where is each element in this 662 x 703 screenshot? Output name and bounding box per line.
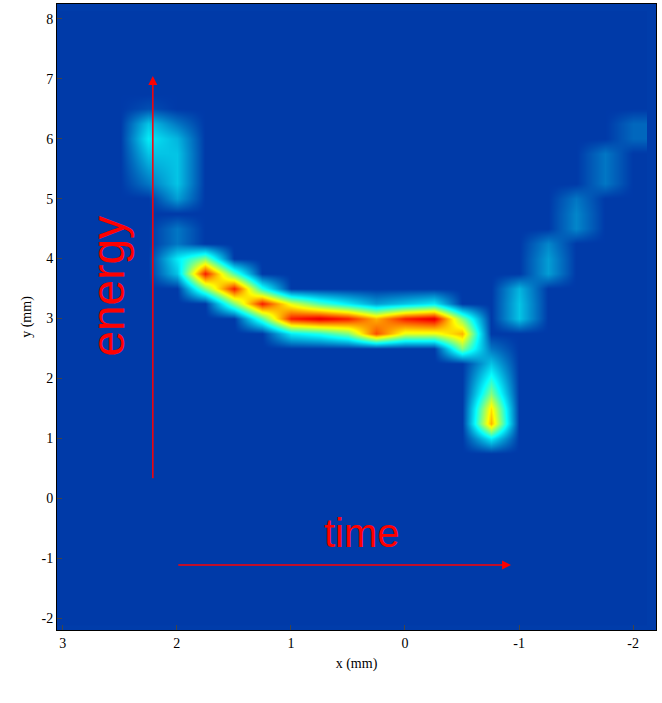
svg-text:6: 6: [46, 132, 53, 147]
svg-text:3: 3: [46, 311, 53, 326]
svg-text:7: 7: [46, 72, 53, 87]
svg-text:energy: energy: [82, 216, 134, 357]
svg-text:3: 3: [59, 636, 66, 651]
svg-text:8: 8: [46, 12, 53, 27]
svg-text:-1: -1: [42, 551, 54, 566]
svg-text:1: 1: [46, 431, 53, 446]
svg-text:2: 2: [46, 371, 53, 386]
svg-text:5: 5: [46, 192, 53, 207]
svg-text:time: time: [324, 511, 400, 555]
svg-text:0: 0: [401, 636, 408, 651]
svg-text:0: 0: [46, 491, 53, 506]
svg-text:y (mm): y (mm): [19, 296, 35, 338]
svg-text:2: 2: [173, 636, 180, 651]
svg-text:4: 4: [46, 251, 53, 266]
svg-text:-1: -1: [513, 636, 525, 651]
svg-text:x (mm): x (mm): [336, 656, 378, 672]
svg-text:1: 1: [287, 636, 294, 651]
svg-text:-2: -2: [627, 636, 639, 651]
svg-text:-2: -2: [42, 611, 54, 626]
